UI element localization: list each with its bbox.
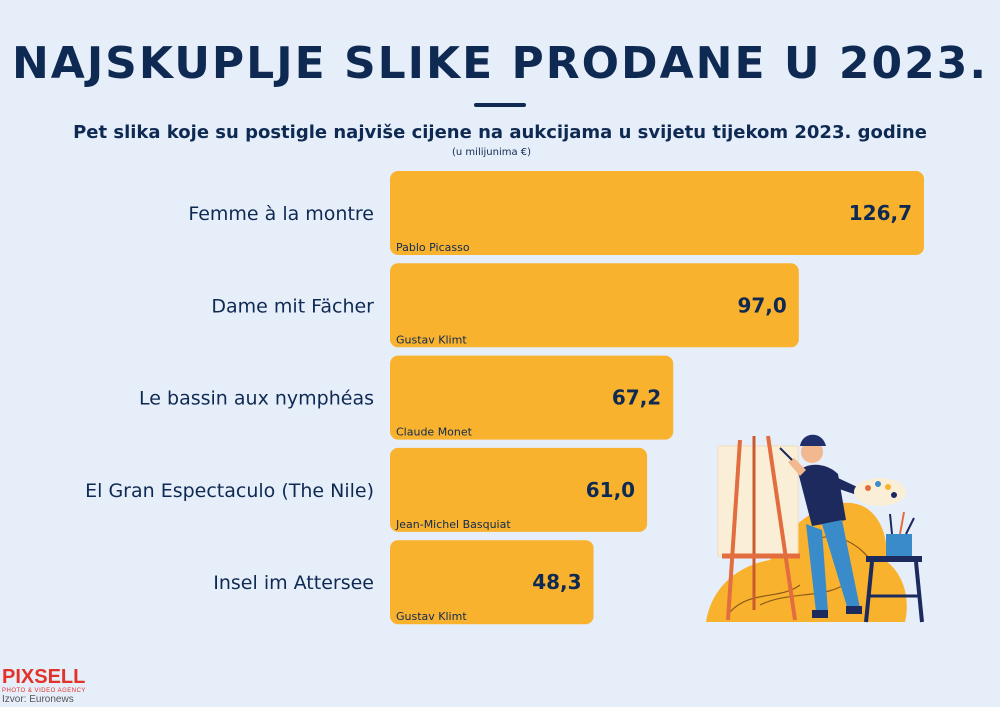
- category-label: Dame mit Fächer: [211, 295, 374, 317]
- category-label: Le bassin aux nymphéas: [139, 388, 374, 410]
- bar-group: Le bassin aux nymphéas 67,2 Claude Monet: [139, 355, 674, 440]
- painter-at-easel-illustration: [706, 434, 924, 623]
- artist-label: Gustav Klimt: [396, 333, 467, 346]
- bar-group: Insel im Attersee 48,3 Gustav Klimt: [213, 540, 594, 625]
- chart-subtitle: Pet slika koje su postigle najviše cijen…: [73, 122, 927, 143]
- chart-unit: (u milijunima €): [452, 147, 532, 158]
- bar: [390, 540, 594, 625]
- value-label: 67,2: [612, 386, 661, 410]
- bar-group: Femme à la montre 126,7 Pablo Picasso: [188, 171, 924, 255]
- value-label: 126,7: [849, 201, 912, 225]
- value-label: 48,3: [532, 570, 581, 594]
- pixsell-logo: PIXSELL PHOTO & VIDEO AGENCY: [2, 667, 86, 694]
- source-note: Izvor: Euronews: [2, 694, 74, 705]
- bar: [390, 171, 924, 255]
- logo-sub-text: PHOTO & VIDEO AGENCY: [2, 688, 86, 694]
- artist-label: Jean-Michel Basquiat: [395, 518, 511, 531]
- value-label: 61,0: [586, 478, 635, 502]
- artist-label: Claude Monet: [396, 426, 473, 439]
- bar-group: Dame mit Fächer 97,0 Gustav Klimt: [211, 263, 799, 348]
- category-label: Femme à la montre: [188, 203, 374, 225]
- category-label: Insel im Attersee: [213, 572, 374, 594]
- artist-label: Pablo Picasso: [396, 241, 470, 254]
- bar: [390, 447, 648, 532]
- artist-label: Gustav Klimt: [396, 610, 467, 623]
- bar: [390, 355, 674, 440]
- category-label: El Gran Espectaculo (The Nile): [85, 480, 374, 502]
- bars-layer: Femme à la montre 126,7 Pablo Picasso Dame …: [85, 171, 924, 625]
- title-divider: [474, 103, 526, 107]
- page-title: NAJSKUPLJE SLIKE PRODANE U 2023.: [11, 38, 989, 89]
- logo-main-text: PIXSELL: [2, 666, 86, 688]
- bar: [390, 263, 799, 348]
- value-label: 97,0: [737, 293, 786, 317]
- bar-group: El Gran Espectaculo (The Nile) 61,0 Jean-M…: [85, 447, 648, 532]
